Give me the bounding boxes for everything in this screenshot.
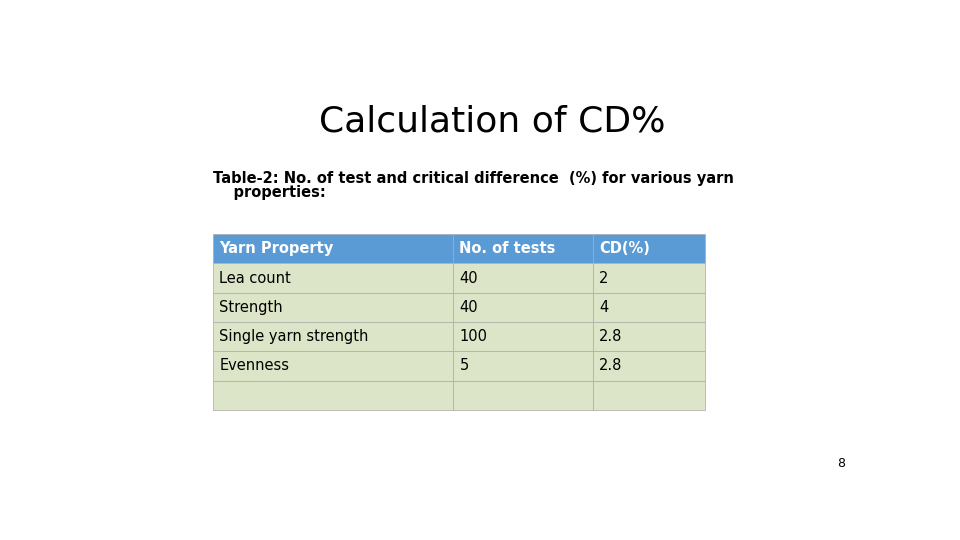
FancyBboxPatch shape [453, 322, 592, 351]
Text: 2.8: 2.8 [599, 359, 622, 373]
Text: 8: 8 [837, 457, 846, 470]
FancyBboxPatch shape [453, 381, 592, 410]
FancyBboxPatch shape [213, 264, 453, 293]
Text: 40: 40 [460, 271, 478, 286]
FancyBboxPatch shape [592, 351, 706, 381]
Text: 100: 100 [460, 329, 488, 344]
FancyBboxPatch shape [213, 234, 453, 264]
Text: 2: 2 [599, 271, 609, 286]
Text: No. of tests: No. of tests [460, 241, 556, 256]
FancyBboxPatch shape [453, 264, 592, 293]
FancyBboxPatch shape [213, 351, 453, 381]
FancyBboxPatch shape [213, 322, 453, 351]
FancyBboxPatch shape [592, 293, 706, 322]
Text: Yarn Property: Yarn Property [219, 241, 333, 256]
Text: Calculation of CD%: Calculation of CD% [319, 105, 665, 139]
Text: Single yarn strength: Single yarn strength [219, 329, 369, 344]
Text: Table-2: No. of test and critical difference  (%) for various yarn: Table-2: No. of test and critical differ… [213, 171, 733, 186]
Text: Lea count: Lea count [219, 271, 291, 286]
Text: 40: 40 [460, 300, 478, 315]
FancyBboxPatch shape [213, 381, 453, 410]
FancyBboxPatch shape [453, 293, 592, 322]
Text: Strength: Strength [219, 300, 283, 315]
Text: Evenness: Evenness [219, 359, 289, 373]
FancyBboxPatch shape [213, 293, 453, 322]
FancyBboxPatch shape [453, 234, 592, 264]
Text: 5: 5 [460, 359, 468, 373]
Text: 4: 4 [599, 300, 609, 315]
FancyBboxPatch shape [592, 264, 706, 293]
FancyBboxPatch shape [592, 234, 706, 264]
FancyBboxPatch shape [453, 351, 592, 381]
FancyBboxPatch shape [592, 381, 706, 410]
FancyBboxPatch shape [592, 322, 706, 351]
Text: 2.8: 2.8 [599, 329, 622, 344]
Text: properties:: properties: [213, 185, 325, 200]
Text: CD(%): CD(%) [599, 241, 650, 256]
